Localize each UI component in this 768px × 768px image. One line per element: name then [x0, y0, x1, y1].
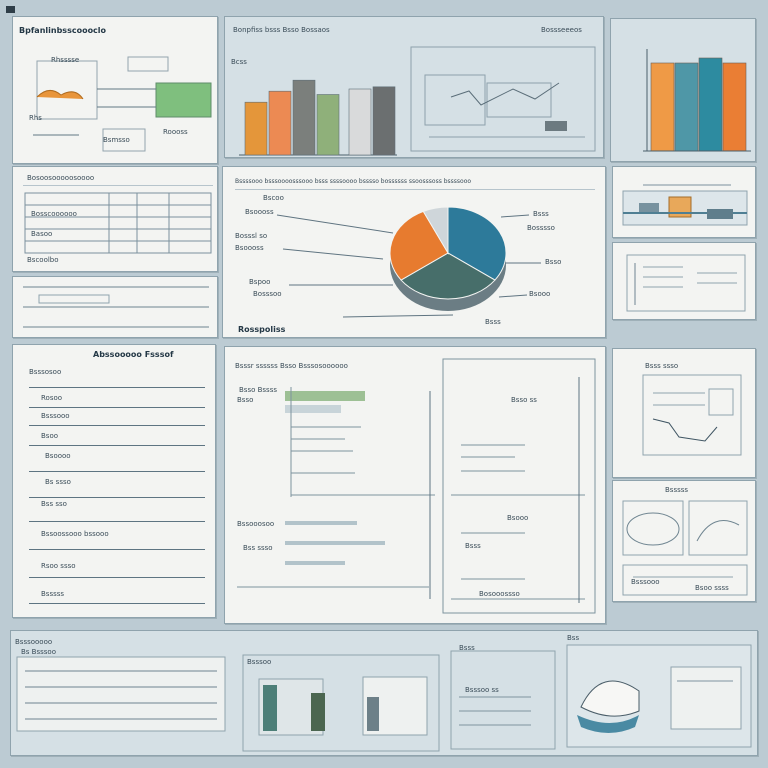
top-center-chart: [239, 79, 397, 156]
top-left-sketch: [33, 56, 212, 152]
center-bottom-r3: Bsss: [465, 542, 481, 550]
top-center-bar-5: [348, 88, 372, 156]
right-col-t2: Bsssss: [665, 486, 689, 494]
mid-left-2-table: [23, 286, 209, 328]
mid-left-foot: Bscoolbo: [27, 256, 59, 264]
form-field-7: Bss sso: [41, 500, 67, 508]
pie-label-r3: Bsso: [545, 258, 562, 266]
mid-left-table: [24, 192, 212, 254]
mid-center-header: Bssssooo bsssoooosssooo bsss ssssoooo bs…: [235, 178, 472, 185]
center-bottom-l1: Bsso Bssss: [239, 386, 277, 394]
center-bottom-r2: Bsooo: [507, 514, 529, 522]
pie-chart: [389, 206, 507, 311]
mid-center-footer: Rosspoliss: [238, 325, 286, 334]
right-1-sketch: [622, 184, 748, 226]
panel-top-center: Bonpfiss bsss Bsso Bossaos Bossseeeos Bc…: [224, 16, 604, 158]
pie-label-r1: Bsss: [533, 210, 549, 218]
top-right-bar-4: [722, 62, 747, 152]
top-center-axis: Bcss: [231, 58, 247, 66]
panel-top-left: Bpfanlinbsscoooclo Rhsssse Rhs Bsmsso Ro…: [12, 16, 218, 164]
pie-slice-3: [389, 210, 449, 281]
panel-form: Abssooooo Fsssof Bsssosoo Rosoo Bsssooo …: [12, 344, 216, 618]
form-field-4: Bsoo: [41, 432, 59, 440]
pie-label-l2: Bsoooss: [245, 208, 274, 216]
top-center-right-title: Bossseeeos: [541, 26, 582, 34]
panel-mid-left: Bosoosooooosoooo Bosscoooooo Basoo Bscoo…: [12, 166, 218, 272]
right-col-t3: Bsssooo: [631, 578, 660, 586]
top-center-bar-3: [292, 79, 316, 156]
pie-label-r4: Bsooo: [529, 290, 551, 298]
bottom-label-1: Bsssooooo: [15, 638, 53, 646]
top-left-note-2: Rhs: [29, 114, 42, 122]
top-right-chart: [643, 49, 751, 152]
center-bottom-r1: Bsso ss: [511, 396, 537, 404]
panel-right-1: [612, 166, 756, 238]
center-bottom-title: Bsssr ssssss Bsso Bsssosoooooo: [235, 362, 348, 370]
top-right-bar-1: [650, 62, 675, 152]
mid-left-row-1: Bosoosooooosoooo: [27, 174, 95, 182]
pie-slice-4: [422, 206, 449, 255]
pie-slice-1: [447, 206, 507, 281]
center-bottom-r4: Bosooossso: [479, 590, 520, 598]
pie-leaders: [276, 214, 541, 318]
top-center-bar-2: [268, 90, 292, 156]
right-4-sketch: [622, 500, 748, 596]
right-col-t1: Bsss ssso: [645, 362, 679, 370]
bottom-strip-sketch: [16, 644, 752, 752]
center-bottom-sketch: [237, 358, 596, 614]
pie-label-l1: Bscoo: [263, 194, 284, 202]
form-field-1: Bsssosoo: [29, 368, 62, 376]
panel-bottom-strip: Bsssooooo Bs Bsssoo Bsss Bsssoo Bss Bsss…: [10, 630, 758, 756]
right-2-sketch: [626, 254, 746, 312]
pie-label-l4: Bsoooss: [235, 244, 264, 252]
panel-right-3: Bsss ssso: [612, 348, 756, 478]
form-field-3: Bsssooo: [41, 412, 70, 420]
center-bottom-l2: Bsso: [237, 396, 254, 404]
pie-label-r5: Bsss: [485, 318, 501, 326]
top-right-bar-3: [698, 57, 723, 152]
top-center-title: Bonpfiss bsss Bsso Bossaos: [233, 26, 330, 34]
form-field-2: Rosoo: [41, 394, 63, 402]
pie-label-r2: Bosssso: [527, 224, 555, 232]
bottom-label-3: Bsss: [459, 644, 475, 652]
panel-center-bottom: Bsssr ssssss Bsso Bsssosoooooo B: [224, 346, 606, 624]
top-left-title: Bpfanlinbsscoooclo: [19, 26, 107, 35]
form-field-5: Bsoooo: [45, 452, 71, 460]
panel-mid-left-2: [12, 276, 218, 338]
top-left-note-4: Roooss: [163, 128, 188, 136]
form-field-9: Rsoo ssso: [41, 562, 76, 570]
mid-left-row-2: Bosscoooooo: [31, 210, 77, 218]
bottom-label-5: Bss: [567, 634, 580, 642]
pie-label-l6: Bosssoo: [253, 290, 282, 298]
right-col-t4: Bsoo ssss: [695, 584, 729, 592]
top-left-note-1: Rhsssse: [51, 56, 80, 64]
pie-label-l3: Bosssl so: [235, 232, 268, 240]
panel-right-4: Bsssss Bsssooo Bsoo ssss: [612, 480, 756, 602]
top-center-bar-4: [316, 94, 340, 156]
panel-right-2: [612, 242, 756, 320]
pie-slice-2: [400, 252, 496, 300]
form-field-10: Bsssss: [41, 590, 65, 598]
mid-left-row-3: Basoo: [31, 230, 53, 238]
center-bottom-l3: Bssooosoo: [237, 520, 275, 528]
bottom-label-6: Bsssoo ss: [465, 686, 499, 694]
pie-label-l5: Bspoo: [249, 278, 271, 286]
corner-square-icon: [6, 6, 15, 13]
bottom-label-4: Bsssoo: [247, 658, 272, 666]
top-center-bar-1: [244, 101, 268, 156]
bottom-label-2: Bs Bsssoo: [21, 648, 56, 656]
top-left-note-3: Bsmsso: [103, 136, 130, 144]
panel-mid-center: Bssssooo bsssoooosssooo bsss ssssoooo bs…: [222, 166, 606, 338]
form-field-6: Bs ssso: [45, 478, 71, 486]
top-center-bar-6: [372, 86, 396, 156]
right-3-sketch: [642, 374, 742, 456]
top-center-sketch: [410, 46, 596, 152]
form-field-8: Bssoossooo bssooo: [41, 530, 109, 538]
panel-top-right: [610, 18, 756, 162]
form-title: Abssooooo Fsssof: [93, 350, 174, 359]
center-bottom-l4: Bss ssso: [243, 544, 273, 552]
top-right-bar-2: [674, 62, 699, 152]
